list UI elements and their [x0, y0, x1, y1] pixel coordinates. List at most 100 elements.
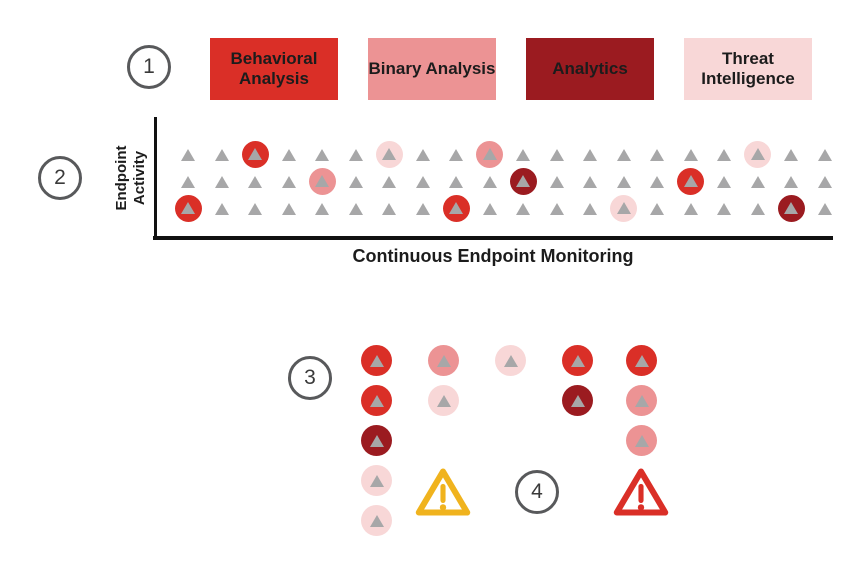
event-triangle-icon [650, 203, 664, 215]
event-triangle-icon [369, 394, 384, 407]
warning-icon-red [613, 468, 669, 516]
legend-item-label: Binary Analysis [368, 58, 496, 78]
event-triangle-icon [248, 203, 262, 215]
event-triangle-icon [516, 175, 530, 187]
detection-circle-red [361, 345, 392, 376]
detection-circle-pink [626, 385, 657, 416]
legend-item-label: Behavioral Analysis [230, 48, 318, 88]
event-triangle-icon [449, 202, 463, 214]
event-triangle-icon [248, 176, 262, 188]
event-triangle-icon [616, 202, 631, 214]
event-triangle-icon [181, 202, 195, 214]
highlighted-event-red [442, 194, 470, 222]
event-triangle-icon [369, 474, 384, 487]
highlighted-event-red [174, 194, 202, 222]
event-triangle-icon [750, 176, 765, 188]
event-triangle-icon [214, 176, 229, 188]
event-triangle-icon [634, 354, 649, 367]
event-triangle-icon [784, 149, 798, 161]
event-triangle-icon [516, 203, 530, 215]
event-triangle-icon [315, 175, 329, 187]
detection-circle-red [361, 385, 392, 416]
detection-circle-red [626, 345, 657, 376]
event-triangle-icon [482, 148, 497, 160]
event-triangle-icon [817, 176, 832, 188]
event-triangle-icon [583, 176, 597, 188]
legend-item-label: Threat Intelligence [701, 48, 795, 88]
event-triangle-icon [415, 149, 430, 161]
chart-y-axis-label: Endpoint Activity [113, 145, 148, 211]
event-triangle-icon [482, 176, 497, 188]
event-triangle-icon [750, 203, 765, 215]
detection-circle-lightpink [361, 465, 392, 496]
event-triangle-icon [616, 176, 631, 188]
event-triangle-icon [348, 203, 363, 215]
detection-circle-darkred [361, 425, 392, 456]
event-triangle-icon [369, 514, 384, 527]
event-triangle-icon [348, 176, 363, 188]
event-triangle-icon [634, 434, 649, 447]
event-triangle-icon [503, 354, 518, 367]
chart-y-axis [154, 117, 157, 238]
legend-item-label: Analytics [552, 58, 628, 78]
event-triangle-icon [683, 203, 698, 215]
detection-circle-darkred [562, 385, 593, 416]
detection-circle-lightpink [428, 385, 459, 416]
step-3-marker: 3 [288, 356, 332, 400]
event-triangle-icon [516, 149, 530, 161]
event-triangle-icon [634, 394, 649, 407]
event-triangle-icon [415, 203, 430, 215]
highlighted-event-pink [308, 167, 336, 195]
event-triangle-icon [570, 394, 585, 407]
highlighted-event-lightpink [610, 194, 637, 222]
chart-x-axis-label: Continuous Endpoint Monitoring [352, 246, 634, 266]
event-triangle-icon [482, 203, 497, 215]
detection-circle-pink [626, 425, 657, 456]
event-triangle-icon [717, 149, 731, 161]
legend-item-lightpink: Threat Intelligence [684, 38, 812, 100]
event-triangle-icon [415, 176, 430, 188]
event-triangle-icon [784, 176, 798, 188]
event-triangle-icon [315, 149, 329, 161]
legend: Behavioral Analysis Binary Analysis Analyt… [210, 38, 812, 100]
event-triangle-icon [181, 176, 195, 188]
event-triangle-icon [549, 203, 564, 215]
event-triangle-icon [214, 149, 229, 161]
event-triangle-icon [348, 149, 363, 161]
event-triangle-icon [449, 149, 463, 161]
step-2-marker: 2 [38, 156, 82, 200]
detection-circle-lightpink [495, 345, 526, 376]
event-triangle-icon [369, 434, 384, 447]
highlighted-event-pink [476, 140, 503, 168]
exclamation-dot [439, 504, 447, 511]
event-triangle-icon [616, 149, 631, 161]
event-triangle-icon [382, 176, 396, 188]
event-triangle-icon [369, 354, 384, 367]
warning-icon-yellow [415, 468, 471, 516]
event-triangle-icon [583, 203, 597, 215]
event-triangle-icon [315, 203, 329, 215]
legend-item-pink: Binary Analysis [368, 38, 496, 100]
event-triangle-icon [549, 149, 564, 161]
event-triangle-icon [281, 176, 296, 188]
event-triangle-icon [449, 176, 463, 188]
legend-item-red: Behavioral Analysis [210, 38, 338, 100]
event-triangle-icon [817, 203, 832, 215]
detection-circle-pink [428, 345, 459, 376]
highlighted-event-lightpink [744, 140, 771, 168]
warning-triangle-outline [613, 468, 669, 516]
event-triangle-icon [683, 149, 698, 161]
highlighted-event-red [677, 167, 704, 195]
event-triangle-icon [382, 148, 396, 160]
chart-y-axis-label-wrap: Endpoint Activity [96, 128, 166, 228]
event-triangle-icon [248, 148, 262, 160]
event-triangle-icon [281, 203, 296, 215]
event-triangle-icon [549, 176, 564, 188]
step-1-marker: 1 [127, 45, 171, 89]
event-triangle-icon [382, 203, 396, 215]
event-triangle-icon [650, 149, 664, 161]
event-triangle-icon [214, 203, 229, 215]
event-triangle-icon [683, 175, 698, 187]
chart-x-axis [153, 236, 833, 240]
